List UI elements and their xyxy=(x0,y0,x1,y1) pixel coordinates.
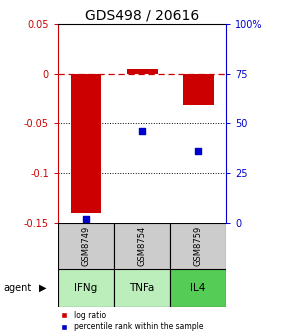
Text: agent: agent xyxy=(3,283,31,293)
Bar xyxy=(127,69,157,74)
Bar xyxy=(70,74,102,213)
Point xyxy=(84,217,88,222)
Text: GSM8759: GSM8759 xyxy=(194,226,203,266)
Bar xyxy=(170,269,226,307)
Title: GDS498 / 20616: GDS498 / 20616 xyxy=(85,8,199,23)
Bar xyxy=(114,269,170,307)
Legend: log ratio, percentile rank within the sample: log ratio, percentile rank within the sa… xyxy=(56,310,205,332)
Text: IFNg: IFNg xyxy=(75,283,98,293)
Bar xyxy=(58,223,114,269)
Text: GSM8754: GSM8754 xyxy=(137,226,147,266)
Point xyxy=(140,129,144,134)
Text: IL4: IL4 xyxy=(191,283,206,293)
Text: TNFa: TNFa xyxy=(129,283,155,293)
Bar xyxy=(183,74,214,106)
Bar xyxy=(170,223,226,269)
Text: ▶: ▶ xyxy=(39,283,47,293)
Point xyxy=(196,149,200,154)
Bar xyxy=(114,223,170,269)
Bar xyxy=(58,269,114,307)
Text: GSM8749: GSM8749 xyxy=(81,226,90,266)
